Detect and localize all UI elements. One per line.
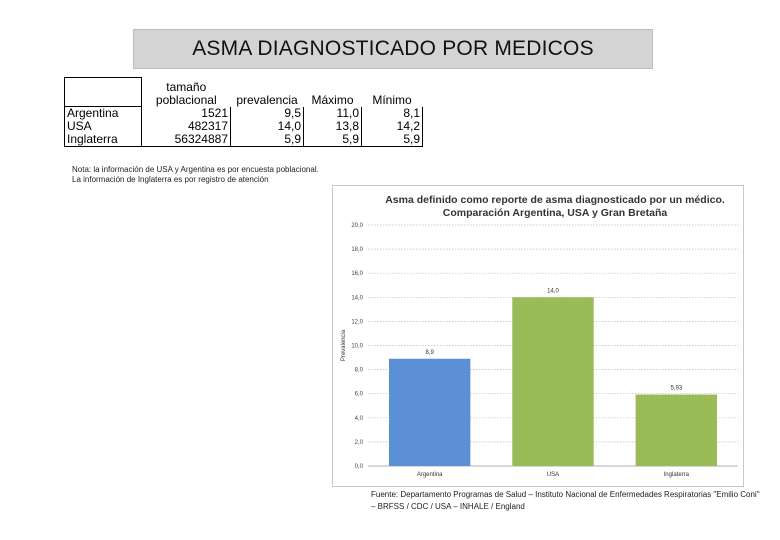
chart-y-ticks: 0,0 2,0 4,0 6,0 8,0 10,0 12,0 14,0 16,0 18,0 20,0: [351, 223, 363, 470]
table-cell: 5,9: [230, 133, 304, 147]
table-cell: 1521: [141, 106, 231, 120]
table-row: USA 482317 14,0 13,8 14,2: [64, 120, 423, 133]
table-cell: 5,9: [361, 133, 423, 147]
chart-y-axis-label: Prevalencia: [341, 329, 347, 361]
y-tick-label: 8,0: [355, 368, 364, 374]
table-cell: 5,9: [303, 133, 362, 147]
y-tick-label: 14,0: [351, 295, 363, 301]
y-tick-label: 10,0: [351, 344, 363, 350]
page-title: ASMA DIAGNOSTICADO POR MEDICOS: [133, 29, 653, 69]
y-tick-label: 18,0: [351, 247, 363, 253]
data-table: tamaño poblacional prevalencia Máximo Mí…: [64, 77, 423, 147]
x-tick-label: Argentina: [417, 472, 443, 478]
table-cell: 8,1: [361, 106, 423, 120]
table-cell: 14,0: [230, 120, 304, 133]
table-cell: Argentina: [64, 106, 142, 120]
y-tick-label: 2,0: [355, 440, 364, 446]
bar-inglaterra: [635, 394, 718, 466]
bar-chart: Asma definido como reporte de asma diagn…: [332, 185, 744, 487]
table-cell: 13,8: [303, 120, 362, 133]
y-tick-label: 12,0: [351, 319, 363, 325]
table-cell: 56324887: [141, 133, 231, 147]
chart-x-ticks: Argentina USA Inglaterra: [417, 472, 690, 478]
table-cell: Inglaterra: [64, 133, 142, 147]
y-tick-label: 6,0: [355, 392, 364, 398]
chart-subtitle: Comparación Argentina, USA y Gran Bretañ…: [443, 207, 668, 219]
table-header: Mínimo: [372, 92, 412, 107]
table-header-blank: [64, 77, 142, 107]
data-label: 14,0: [547, 288, 559, 294]
chart-bars: [388, 297, 718, 466]
table-cell: 9,5: [230, 106, 304, 120]
y-tick-label: 16,0: [351, 271, 363, 277]
note-text: Nota: la información de USA y Argentina …: [72, 165, 319, 184]
chart-svg: Asma definido como reporte de asma diagn…: [341, 194, 738, 478]
bar-usa: [512, 297, 594, 466]
source-text: Fuente: Departamento Programas de Salud …: [371, 490, 760, 511]
chart-title: Asma definido como reporte de asma diagn…: [385, 194, 725, 206]
y-tick-label: 20,0: [351, 223, 363, 229]
table-cell: 11,0: [303, 106, 362, 120]
table-row: Inglaterra 56324887 5,9 5,9 5,9: [64, 133, 423, 147]
y-tick-label: 4,0: [355, 416, 364, 422]
x-tick-label: Inglaterra: [664, 472, 690, 478]
chart-value-labels: 8,9 14,0 5,93: [425, 288, 682, 391]
table-header: tamaño poblacional: [155, 79, 217, 107]
table-header: prevalencia: [236, 92, 298, 107]
x-tick-label: USA: [547, 472, 559, 478]
data-label: 8,9: [425, 350, 434, 356]
y-tick-label: 0,0: [355, 464, 364, 470]
table-cell: 482317: [141, 120, 231, 133]
table-header: Máximo: [311, 92, 354, 107]
data-label: 5,93: [670, 386, 682, 392]
bar-argentina: [388, 358, 471, 466]
table-row: Argentina 1521 9,5 11,0 8,1: [64, 106, 423, 120]
table-cell: USA: [64, 120, 142, 133]
table-cell: 14,2: [361, 120, 423, 133]
table-header-row: tamaño poblacional prevalencia Máximo Mí…: [64, 77, 423, 107]
